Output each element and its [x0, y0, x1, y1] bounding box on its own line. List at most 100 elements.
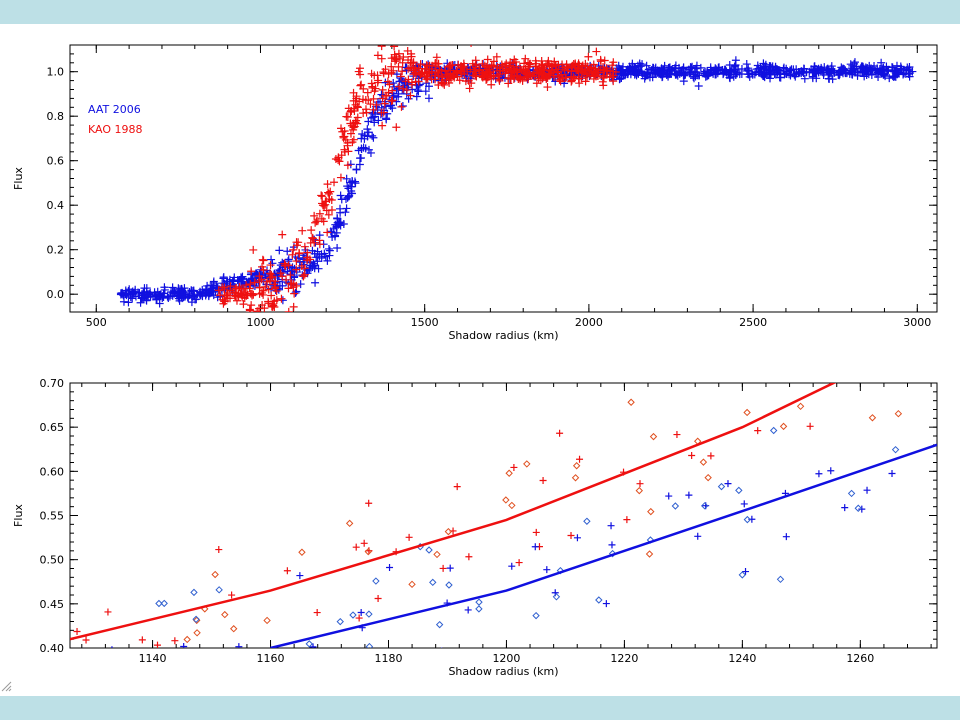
data-point-kao	[529, 69, 538, 78]
data-point-aat	[721, 67, 730, 76]
data-point-kao	[220, 297, 229, 306]
data-point-kao	[235, 282, 244, 291]
zoom-point-diamond	[193, 629, 201, 637]
data-point-kao	[381, 65, 390, 74]
data-point-kao	[596, 57, 605, 66]
data-point-kao	[248, 289, 257, 298]
x-tick-label: 1260	[846, 652, 874, 665]
resize-grip-icon[interactable]	[0, 680, 12, 692]
data-point-kao	[292, 241, 301, 250]
data-point-kao	[292, 265, 301, 274]
data-point-aat	[343, 193, 352, 202]
data-point-aat	[873, 68, 882, 77]
data-point-kao	[464, 76, 473, 85]
data-point-aat	[389, 91, 398, 100]
x-tick-label: 1200	[492, 652, 520, 665]
data-point-aat	[339, 220, 348, 229]
data-point-aat	[852, 62, 861, 71]
zoom-point-diamond	[523, 460, 531, 468]
x-tick-label: 1220	[610, 652, 638, 665]
data-point-kao	[608, 73, 617, 82]
zoom-point-plus	[608, 541, 616, 549]
zoom-point-diamond	[743, 408, 751, 417]
data-point-kao	[220, 283, 229, 292]
data-point-aat	[291, 288, 300, 297]
data-point-kao	[289, 302, 298, 311]
data-point-aat	[310, 264, 319, 273]
data-point-aat	[238, 272, 247, 281]
zoom-point-plus	[97, 649, 104, 656]
data-point-kao	[521, 64, 530, 73]
zoom-point-plus	[532, 528, 540, 536]
data-point-kao	[298, 226, 307, 235]
data-point-kao	[242, 291, 251, 300]
data-point-aat	[302, 265, 311, 274]
data-point-kao	[323, 180, 332, 189]
zoom-point-plus	[355, 614, 363, 622]
data-point-kao	[277, 294, 286, 303]
zoom-point-plus	[782, 533, 790, 541]
zoom-point-plus	[154, 641, 161, 648]
zoom-point-diamond	[769, 426, 778, 435]
data-point-kao	[542, 75, 551, 84]
y-tick-label: 0.40	[40, 642, 65, 655]
data-point-aat	[858, 67, 867, 76]
data-point-aat	[347, 189, 356, 198]
data-point-kao	[378, 85, 387, 94]
data-point-kao	[264, 299, 273, 308]
zoom-point-diamond	[298, 548, 306, 556]
zoom-point-diamond	[635, 486, 643, 495]
data-point-kao	[471, 61, 480, 70]
zoom-point-plus	[296, 572, 304, 580]
data-point-kao	[287, 279, 296, 288]
data-point-aat	[332, 223, 341, 232]
data-point-kao	[308, 234, 317, 243]
zoom-point-diamond	[804, 339, 810, 345]
y-tick-label: 0.55	[40, 510, 65, 523]
data-point-kao	[368, 82, 377, 91]
data-point-kao	[246, 308, 255, 312]
data-point-kao	[431, 58, 440, 67]
data-point-kao	[512, 65, 521, 74]
data-point-kao	[510, 72, 519, 81]
data-point-kao	[549, 73, 558, 82]
data-point-kao	[582, 70, 591, 79]
data-point-kao	[322, 197, 331, 206]
data-point-kao	[266, 261, 275, 270]
data-point-kao	[258, 262, 267, 271]
zoom-point-diamond	[891, 445, 900, 454]
zoom-point-plus	[309, 643, 317, 648]
data-point-kao	[407, 49, 416, 58]
data-point-kao	[394, 49, 403, 58]
data-point-kao	[255, 283, 264, 292]
data-point-aat	[357, 144, 366, 153]
zoom-point-diamond	[700, 502, 709, 510]
data-point-aat	[311, 278, 320, 287]
zoom-point-diamond	[854, 504, 862, 512]
data-point-aat	[825, 74, 834, 83]
fit-line-kao	[70, 383, 837, 641]
data-point-kao	[575, 61, 584, 70]
data-point-aat	[897, 64, 906, 73]
data-point-aat	[731, 56, 740, 65]
data-point-kao	[286, 271, 295, 280]
data-point-aat	[345, 178, 354, 187]
zoom-point-plus	[922, 363, 929, 370]
data-point-kao	[609, 77, 618, 86]
data-point-aat	[612, 64, 621, 73]
data-point-aat	[209, 277, 218, 286]
data-point-kao	[278, 272, 287, 281]
data-point-aat	[712, 65, 721, 74]
zoom-point-diamond	[183, 635, 191, 644]
data-point-kao	[266, 273, 275, 282]
data-point-kao	[364, 96, 373, 105]
data-point-kao	[214, 286, 223, 295]
data-point-aat	[163, 292, 172, 301]
zoom-point-plus	[124, 674, 131, 681]
data-point-kao	[406, 63, 415, 72]
zoom-point-diamond	[429, 578, 437, 587]
zoom-point-plus	[313, 609, 321, 617]
zoom-point-diamond	[111, 692, 117, 698]
data-point-aat	[634, 69, 643, 78]
data-point-kao	[410, 66, 419, 75]
